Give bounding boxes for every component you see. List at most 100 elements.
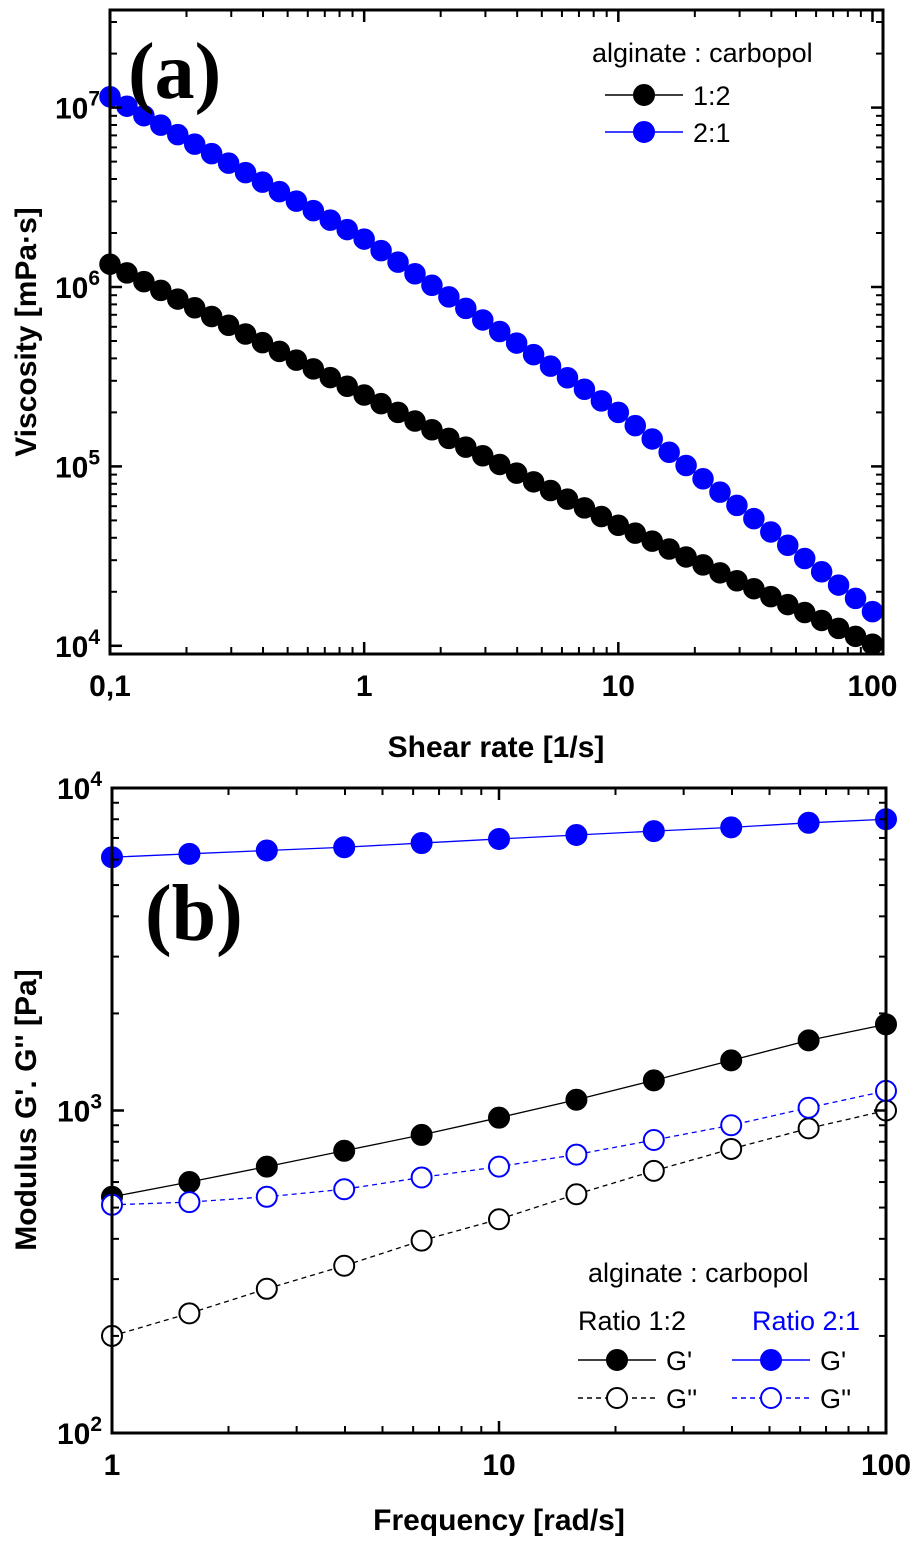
data-point: [410, 832, 433, 855]
data-point: [302, 199, 325, 222]
data-point: [251, 171, 274, 193]
data-point: [353, 384, 375, 406]
data-point: [178, 1302, 201, 1325]
data-point: [720, 1137, 743, 1160]
legend-label: G': [666, 1346, 692, 1376]
data-point: [150, 114, 172, 136]
data-point: [590, 390, 613, 412]
data-point: [827, 574, 850, 596]
data-point: [387, 401, 409, 424]
data-point: [810, 561, 833, 583]
series-line-2: [109, 96, 873, 613]
data-point: [217, 314, 240, 336]
panel-b-x-axis-label: Frequency [rad/s]: [373, 1504, 625, 1537]
data-point: [488, 453, 511, 476]
data-point: [319, 366, 342, 389]
data-point: [336, 375, 358, 398]
data-point: [641, 428, 663, 450]
data-point: [200, 142, 223, 165]
data-point: [234, 161, 257, 184]
x-tick-label: 1: [356, 670, 373, 703]
data-point: [797, 1096, 820, 1119]
data-point: [556, 488, 579, 510]
data-point: [268, 180, 291, 203]
legend-marker: [760, 1349, 782, 1371]
panel-a-y-axis-label: Viscosity [mPa·s]: [10, 207, 43, 457]
data-point: [336, 218, 358, 241]
y-tick-label: 107: [55, 88, 100, 126]
data-point: [777, 534, 799, 556]
panel-b-legend-group-ratio-2-1: Ratio 2:1: [752, 1306, 860, 1336]
data-point: [488, 1155, 510, 1178]
panel-b-y-axis-label: Modulus G'. G'' [Pa]: [10, 969, 43, 1250]
data-point: [675, 454, 697, 477]
data-point: [285, 190, 308, 212]
data-point: [370, 392, 392, 415]
data-point: [539, 479, 562, 502]
data-point: [505, 462, 528, 484]
data-point: [178, 1191, 201, 1214]
data-point: [353, 228, 375, 250]
data-point: [590, 505, 613, 528]
panel-a-plot-frame: [108, 8, 885, 656]
data-point: [797, 1029, 820, 1052]
x-tick-label: 1: [104, 1449, 121, 1482]
data-point: [255, 1155, 278, 1178]
data-point: [410, 1166, 433, 1189]
data-point: [255, 839, 278, 862]
data-point: [642, 1069, 665, 1092]
data-point: [861, 600, 884, 623]
data-point: [488, 1208, 510, 1231]
data-point: [642, 1159, 665, 1182]
data-point: [404, 262, 426, 285]
legend-label: 1:2: [693, 81, 731, 111]
data-point: [565, 1143, 588, 1166]
data-point: [178, 1171, 201, 1194]
y-tick-label: 103: [57, 1091, 102, 1129]
panel-b-data-marks: [101, 808, 897, 1347]
legend-marker: [633, 84, 655, 106]
data-point: [234, 323, 257, 345]
data-point: [505, 332, 528, 354]
data-point: [438, 286, 460, 308]
data-point: [133, 104, 155, 127]
data-point: [410, 1123, 433, 1146]
panel-b-legend-group-ratio-1-2: Ratio 1:2: [578, 1306, 686, 1336]
data-point: [743, 507, 765, 530]
data-point: [658, 441, 680, 463]
legend-label: G': [820, 1346, 846, 1376]
data-point: [573, 378, 596, 401]
data-point: [573, 497, 596, 519]
data-point: [421, 418, 443, 441]
data-point: [565, 823, 588, 846]
data-point: [642, 1129, 665, 1152]
data-point: [217, 152, 240, 174]
data-point: [333, 1178, 356, 1201]
legend-label: G'': [666, 1384, 697, 1414]
panel-a-data-marks: [99, 85, 884, 655]
legend-marker: [633, 121, 655, 143]
data-point: [370, 239, 392, 262]
data-point: [116, 262, 138, 284]
legend-marker: [606, 1349, 628, 1371]
data-point: [150, 279, 172, 302]
legend-marker: [760, 1387, 782, 1409]
data-point: [472, 309, 494, 331]
data-point: [319, 209, 342, 231]
data-point: [642, 820, 665, 843]
x-tick-label: 10: [482, 1449, 515, 1482]
x-tick-label: 100: [861, 1449, 911, 1482]
legend-marker: [606, 1387, 628, 1409]
panel-b-legend: alginate : carbopol Ratio 1:2 Ratio 2:1 …: [578, 1258, 860, 1414]
panel-b-plot-frame: [110, 786, 888, 1435]
x-tick-label: 0,1: [89, 670, 131, 703]
data-point: [726, 494, 748, 517]
data-point: [797, 811, 820, 834]
data-point: [488, 320, 511, 343]
data-point: [167, 123, 189, 146]
panel-b-modulus-chart: 1 10 100 102 103 104 (b) Frequency [rad/s] Mo…: [10, 768, 911, 1537]
y-tick-label: 104: [55, 626, 100, 664]
data-point: [556, 366, 579, 389]
data-point: [116, 95, 138, 117]
x-tick-label: 100: [847, 670, 897, 703]
